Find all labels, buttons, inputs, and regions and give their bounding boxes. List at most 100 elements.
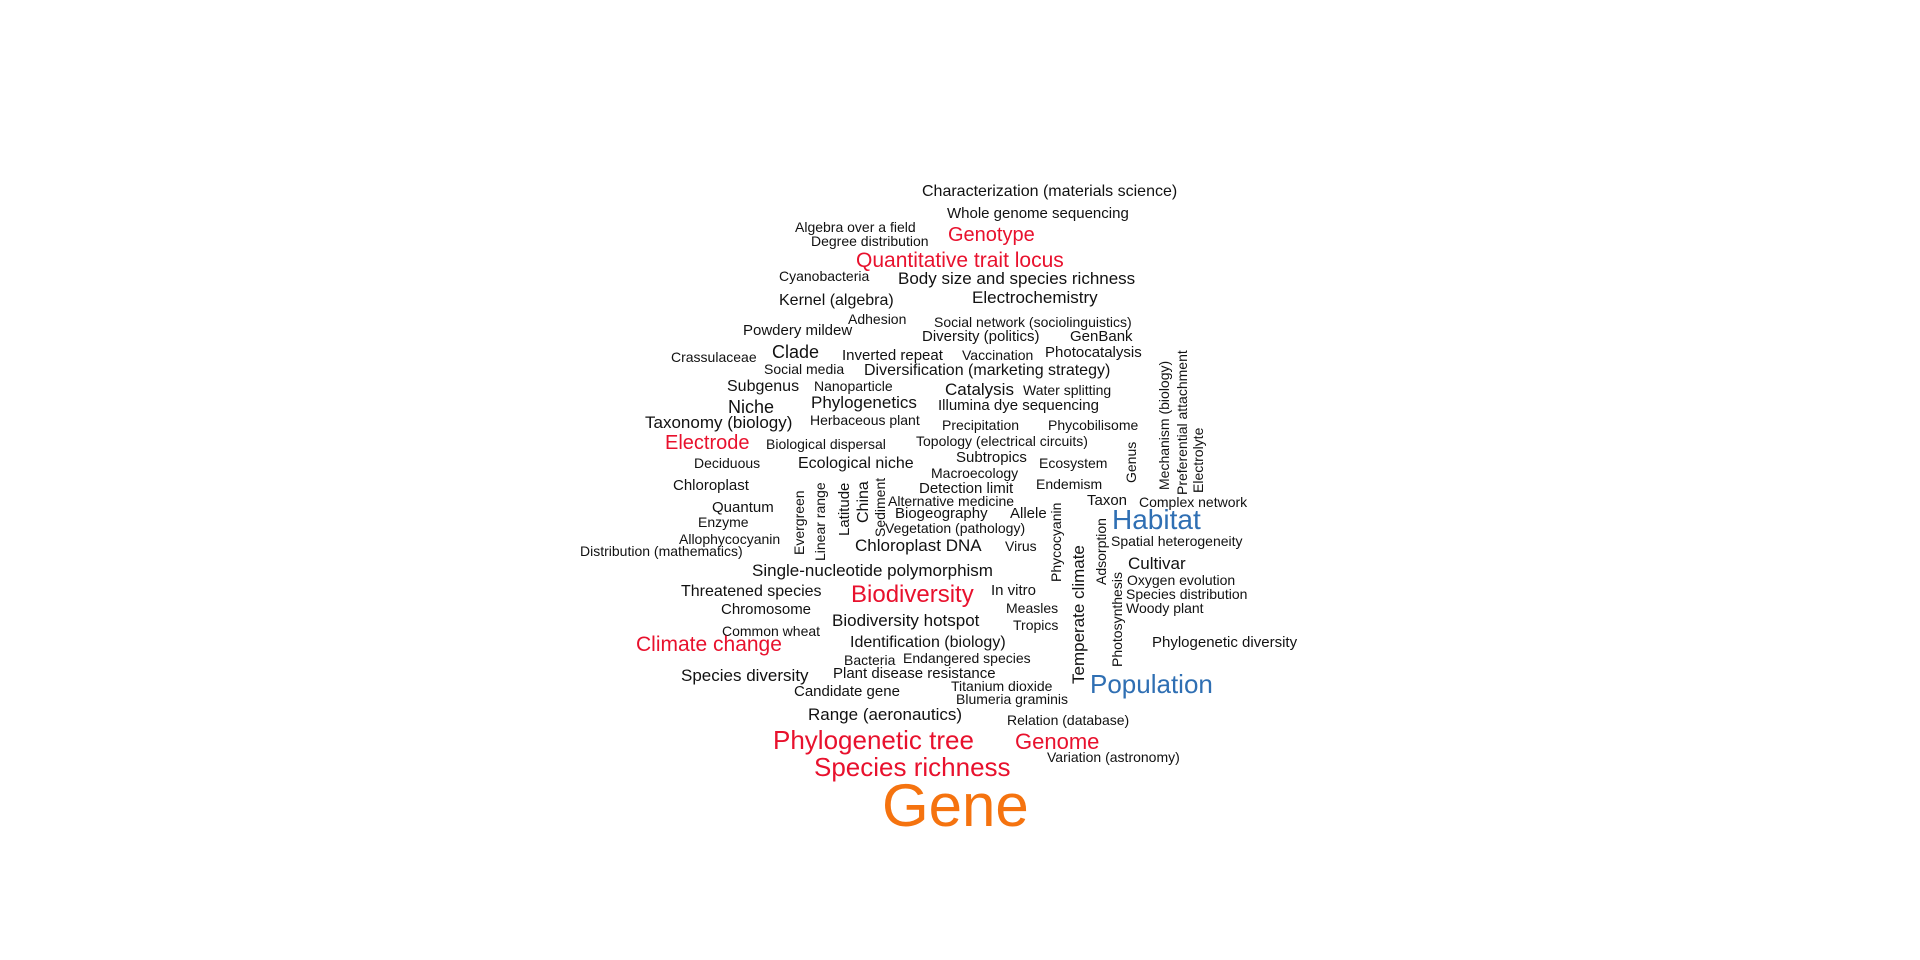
word-species-diversity: Species diversity: [681, 666, 809, 685]
word-inverted-repeat: Inverted repeat: [842, 347, 943, 364]
word-phylogenetic-tree: Phylogenetic tree: [773, 725, 974, 755]
word-enzyme: Enzyme: [698, 514, 749, 530]
word-ecological-niche: Ecological niche: [798, 455, 914, 472]
word-genus: Genus: [1123, 441, 1139, 483]
word-sediment: Sediment: [872, 477, 888, 537]
word-cultivar: Cultivar: [1128, 554, 1186, 573]
word-photocatalysis: Photocatalysis: [1045, 344, 1142, 361]
word-genotype: Genotype: [948, 224, 1035, 246]
word-precipitation: Precipitation: [942, 417, 1020, 433]
word-photosynthesis: Photosynthesis: [1109, 572, 1125, 667]
word-crassulaceae: Crassulaceae: [671, 349, 757, 365]
word-macroecology: Macroecology: [931, 465, 1019, 481]
word-phylogenetics: Phylogenetics: [811, 393, 917, 412]
word-blumeria-graminis: Blumeria graminis: [956, 691, 1069, 707]
word-chloroplast: Chloroplast: [673, 477, 749, 494]
word-detection-limit: Detection limit: [919, 480, 1014, 497]
word-tropics: Tropics: [1013, 617, 1059, 633]
word-biogeography: Biogeography: [895, 505, 988, 522]
word-characterization: Characterization (materials science): [922, 183, 1178, 200]
word-linear-range: Linear range: [812, 482, 828, 561]
word-spatial-heterogeneity: Spatial heterogeneity: [1111, 533, 1243, 549]
word-topology: Topology (electrical circuits): [916, 433, 1088, 449]
word-in-vitro: In vitro: [991, 582, 1037, 599]
word-herbaceous-plant: Herbaceous plant: [810, 412, 920, 428]
word-quantum: Quantum: [712, 499, 774, 516]
word-bacteria: Bacteria: [844, 652, 896, 668]
word-latitude: Latitude: [836, 482, 853, 536]
word-single-nucleotide-polymorphism: Single-nucleotide polymorphism: [752, 561, 993, 580]
word-body-size-species-richness: Body size and species richness: [898, 269, 1136, 288]
word-evergreen: Evergreen: [791, 490, 807, 555]
word-woody-plant: Woody plant: [1126, 600, 1204, 616]
word-degree-distribution: Degree distribution: [811, 233, 929, 249]
word-common-wheat: Common wheat: [722, 623, 821, 639]
word-whole-genome-sequencing: Whole genome sequencing: [947, 205, 1129, 222]
word-titanium-dioxide: Titanium dioxide: [951, 678, 1053, 694]
word-threatened-species: Threatened species: [681, 583, 822, 600]
word-chloroplast-dna: Chloroplast DNA: [855, 536, 982, 555]
word-genbank: GenBank: [1070, 328, 1133, 345]
word-social-media: Social media: [764, 361, 845, 377]
word-ecosystem: Ecosystem: [1039, 455, 1108, 471]
word-adhesion: Adhesion: [848, 311, 907, 327]
word-species-richness: Species richness: [814, 752, 1011, 782]
word-candidate-gene: Candidate gene: [794, 683, 900, 700]
word-preferential-attachment: Preferential attachment: [1174, 350, 1190, 495]
word-chromosome: Chromosome: [721, 601, 812, 618]
word-phycocyanin: Phycocyanin: [1048, 502, 1064, 582]
word-distribution-mathematics: Distribution (mathematics): [580, 543, 743, 559]
word-subgenus: Subgenus: [727, 378, 800, 395]
word-biological-dispersal: Biological dispersal: [766, 436, 886, 452]
word-endemism: Endemism: [1036, 476, 1103, 492]
word-phylogenetic-diversity: Phylogenetic diversity: [1152, 634, 1298, 651]
word-subtropics: Subtropics: [956, 449, 1027, 466]
word-variation-astronomy: Variation (astronomy): [1047, 749, 1180, 765]
word-habitat: Habitat: [1112, 504, 1201, 535]
word-quantitative-trait-locus: Quantitative trait locus: [856, 249, 1064, 272]
word-vegetation-pathology: Vegetation (pathology): [885, 520, 1026, 536]
word-biodiversity-hotspot: Biodiversity hotspot: [832, 611, 980, 630]
word-climate-change: Climate change: [636, 633, 782, 656]
word-gene: Gene: [882, 772, 1029, 839]
word-illumina-dye-sequencing: Illumina dye sequencing: [938, 397, 1099, 414]
word-relation-database: Relation (database): [1007, 712, 1130, 728]
word-population: Population: [1090, 669, 1213, 699]
word-biodiversity: Biodiversity: [851, 581, 974, 608]
word-diversification: Diversification (marketing strategy): [864, 362, 1111, 379]
word-plant-disease-resistance: Plant disease resistance: [833, 665, 996, 682]
word-measles: Measles: [1006, 600, 1059, 616]
word-niche: Niche: [728, 397, 775, 417]
word-endangered-species: Endangered species: [903, 650, 1031, 666]
word-deciduous: Deciduous: [694, 455, 761, 471]
word-cyanobacteria: Cyanobacteria: [779, 268, 870, 284]
word-allophycocyanin: Allophycocyanin: [679, 531, 781, 547]
word-china: China: [855, 481, 872, 523]
word-kernel-algebra: Kernel (algebra): [779, 292, 894, 309]
word-temperate-climate: Temperate climate: [1069, 545, 1088, 684]
word-allele: Allele: [1010, 505, 1047, 522]
word-taxon: Taxon: [1087, 492, 1128, 509]
word-water-splitting: Water splitting: [1023, 382, 1112, 398]
word-social-network: Social network (sociolinguistics): [934, 314, 1132, 330]
word-electrolyte: Electrolyte: [1190, 427, 1206, 493]
word-species-distribution: Species distribution: [1126, 586, 1248, 602]
word-phycobilisome: Phycobilisome: [1048, 417, 1139, 433]
word-identification-biology: Identification (biology): [850, 634, 1006, 651]
word-diversity-politics: Diversity (politics): [922, 328, 1040, 345]
word-electrochemistry: Electrochemistry: [972, 288, 1098, 307]
word-taxonomy-biology: Taxonomy (biology): [645, 413, 793, 432]
word-virus: Virus: [1005, 538, 1037, 554]
word-vaccination: Vaccination: [962, 347, 1034, 363]
word-alternative-medicine: Alternative medicine: [888, 493, 1015, 509]
word-electrode: Electrode: [665, 432, 750, 454]
word-genome: Genome: [1015, 729, 1100, 754]
word-algebra-over-a-field: Algebra over a field: [795, 219, 916, 235]
word-clade: Clade: [772, 342, 820, 362]
word-oxygen-evolution: Oxygen evolution: [1127, 572, 1236, 588]
word-adsorption: Adsorption: [1093, 518, 1109, 585]
word-complex-network: Complex network: [1139, 494, 1248, 510]
word-mechanism-biology: Mechanism (biology): [1156, 360, 1172, 490]
word-range-aeronautics: Range (aeronautics): [808, 705, 963, 724]
